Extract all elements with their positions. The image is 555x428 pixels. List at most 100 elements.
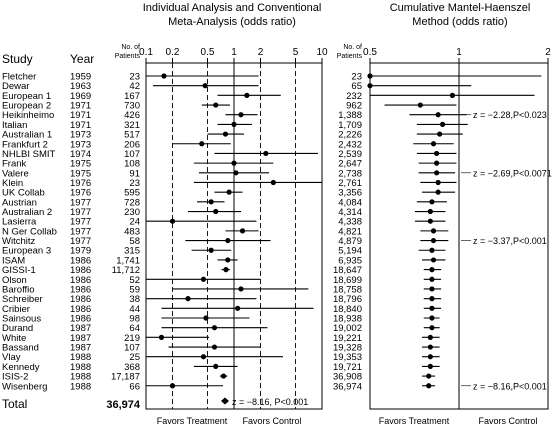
odds-ratio-point — [434, 150, 440, 157]
right-forest-plot: 0.5 1 2 23652329621,3881,7092,2262,4322,539… — [333, 47, 552, 409]
odds-ratio-point — [427, 218, 433, 224]
study-year: 1988 — [70, 352, 91, 363]
patient-count: 2,761 — [338, 178, 362, 189]
study-year: 1976 — [70, 178, 91, 189]
right-panel-title-line2: Method (odds ratio) — [412, 16, 507, 28]
patient-count: 4,821 — [338, 226, 362, 237]
study-name: Witchitz — [2, 236, 36, 247]
patient-count: 107 — [124, 149, 140, 160]
study-year: 1988 — [70, 372, 91, 383]
study-year: 1986 — [70, 275, 91, 286]
patient-count: 38 — [129, 294, 140, 305]
study-year: 1977 — [70, 217, 91, 228]
study-name: Baroffio — [2, 284, 35, 295]
odds-ratio-point — [202, 83, 208, 89]
study-year: 1979 — [70, 246, 91, 257]
patient-count: 65 — [351, 81, 362, 92]
odds-ratio-point — [427, 208, 433, 215]
odds-ratio-point — [225, 257, 231, 263]
patient-count: 730 — [124, 101, 140, 112]
odds-ratio-point — [211, 344, 218, 350]
study-name: Dewar — [2, 81, 29, 92]
patient-count: 36,974 — [333, 381, 362, 392]
odds-ratio-point — [449, 92, 456, 98]
odds-ratio-point — [244, 92, 250, 98]
study-name: Heikinheimo — [2, 110, 54, 121]
patient-count: 517 — [124, 130, 140, 141]
patient-count: 1,709 — [338, 120, 362, 131]
patient-count: 232 — [346, 91, 362, 102]
odds-ratio-point — [169, 218, 176, 224]
patient-count: 426 — [124, 110, 140, 121]
odds-ratio-point — [161, 73, 167, 79]
x-tick-label: 5 — [293, 47, 299, 58]
odds-ratio-point — [430, 257, 437, 263]
patient-count: 321 — [124, 120, 140, 131]
study-year: 1963 — [70, 81, 91, 92]
patient-count: 42 — [129, 81, 140, 92]
odds-ratio-point — [426, 383, 432, 389]
odds-ratio-point — [427, 334, 433, 340]
study-year: 1977 — [70, 236, 91, 247]
odds-ratio-point — [430, 237, 437, 244]
odds-ratio-point — [208, 199, 214, 205]
study-name: Durand — [2, 323, 33, 334]
patient-count: 98 — [129, 314, 140, 325]
odds-ratio-point — [169, 383, 176, 389]
odds-ratio-point — [200, 354, 207, 360]
odds-ratio-point — [239, 228, 246, 234]
odds-ratio-point — [235, 305, 241, 311]
patient-count: 19,721 — [333, 362, 362, 373]
left-footer: Total 36,974 z = −8.16, P<0.001 Favors T… — [2, 397, 308, 426]
patient-count: 483 — [124, 226, 140, 237]
odds-ratio-point — [223, 267, 229, 273]
left-panel-title-line2: Meta-Analysis (odds ratio) — [168, 16, 296, 28]
study-year: 1986 — [70, 284, 91, 295]
patient-count: 206 — [124, 139, 140, 150]
study-year: 1986 — [70, 294, 91, 305]
odds-ratio-point — [427, 344, 433, 350]
left-panel-title-line1: Individual Analysis and Conventional — [143, 2, 322, 14]
odds-ratio-point — [225, 237, 231, 244]
odds-ratio-point — [435, 189, 441, 195]
study-name: ISIS-2 — [2, 372, 28, 383]
patient-count: 2,539 — [338, 149, 362, 160]
odds-ratio-point — [203, 315, 209, 321]
study-year: 1975 — [70, 168, 91, 179]
patient-count: 17,187 — [111, 372, 140, 383]
odds-ratio-point — [185, 296, 191, 302]
study-name: Australian 1 — [2, 130, 52, 141]
col-n-header-line1: No. of — [121, 44, 140, 51]
study-name: Frank — [2, 159, 27, 170]
study-year: 1971 — [70, 110, 91, 121]
patient-count: 2,432 — [338, 139, 362, 150]
patient-count: 108 — [124, 159, 140, 170]
odds-ratio-point — [429, 296, 435, 302]
odds-ratio-point — [430, 141, 437, 147]
odds-ratio-point — [238, 112, 244, 118]
z-score-annotation: z = −3.37,P<0.001 — [473, 236, 547, 246]
study-name: Fletcher — [2, 72, 36, 83]
study-name: Italian — [2, 120, 27, 131]
patient-count: 107 — [124, 343, 140, 354]
col-study-header: Study — [2, 52, 33, 66]
patient-count: 4,338 — [338, 217, 362, 228]
study-name: Austrian — [2, 197, 37, 208]
study-name: Schreiber — [2, 294, 43, 305]
patient-count: 368 — [124, 362, 140, 373]
study-year: 1986 — [70, 265, 91, 276]
odds-ratio-point — [233, 170, 239, 176]
study-name: Olson — [2, 275, 27, 286]
patient-count: 4,084 — [338, 197, 362, 208]
odds-ratio-point — [367, 83, 373, 89]
patient-count: 595 — [124, 188, 140, 199]
study-year: 1971 — [70, 101, 91, 112]
x-tick-label: 1 — [456, 47, 462, 58]
patient-count: 52 — [129, 275, 140, 286]
study-year: 1973 — [70, 139, 91, 150]
odds-ratio-point — [430, 228, 437, 234]
study-name: GISSI-1 — [2, 265, 36, 276]
study-year: 1971 — [70, 120, 91, 131]
